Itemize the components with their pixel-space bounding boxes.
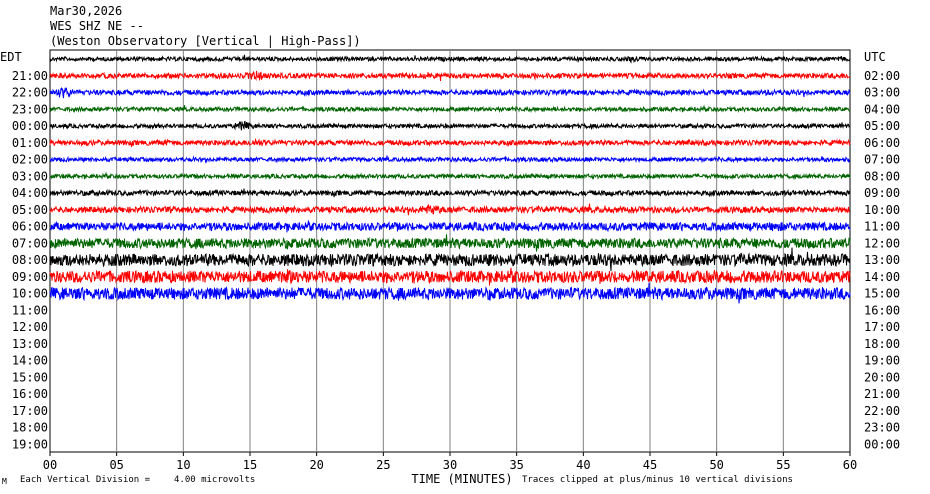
row-label-local: 22:00 [12,86,48,100]
x-tick-label: 15 [243,458,257,472]
row-label-utc: 13:00 [864,253,900,267]
trace-line [49,247,851,271]
x-tick-label: 00 [43,458,57,472]
row-label-local: 15:00 [12,370,48,384]
row-label-utc: 12:00 [864,236,900,250]
row-label-utc: 04:00 [864,102,900,116]
row-label-local: 02:00 [12,153,48,167]
trace-line [49,188,851,198]
trace-line [49,155,851,164]
row-label-local: 05:00 [12,203,48,217]
scale-label: Each Vertical Division = [20,475,151,485]
row-label-local: 01:00 [12,136,48,150]
x-axis-label: TIME (MINUTES) [411,472,512,486]
trace-line [49,220,851,233]
row-label-local: 09:00 [12,270,48,284]
date-label: Mar30,2026 [50,4,123,18]
left-timezone-label: EDT [0,50,22,64]
x-tick-label: 10 [176,458,190,472]
row-label-local: 08:00 [12,253,48,267]
row-label-local: 16:00 [12,387,48,401]
x-tick-label: 20 [309,458,323,472]
x-tick-label: 25 [376,458,390,472]
row-label-local: 14:00 [12,354,48,368]
trace-line [49,234,851,252]
row-label-utc: 02:00 [864,69,900,83]
plot-area: 00 05 10 15 20 25 30 35 40 45 50 55 60 21:00 02:00 22:0… [12,49,900,472]
trace-line [49,104,851,114]
row-label-local: 13:00 [12,337,48,351]
scale-value: 4.00 microvolts [174,475,256,485]
clip-note: Traces clipped at plus/minus 10 vertical… [522,475,793,485]
row-label-utc: 19:00 [864,354,900,368]
row-label-utc: 09:00 [864,186,900,200]
row-label-utc: 14:00 [864,270,900,284]
x-tick-label: 55 [776,458,790,472]
row-label-utc: 06:00 [864,136,900,150]
row-label-local: 03:00 [12,169,48,183]
row-label-local: 12:00 [12,320,48,334]
row-label-local: 00:00 [12,119,48,133]
row-label-utc: 16:00 [864,303,900,317]
logo-mark: M [2,477,7,486]
row-label-utc: 17:00 [864,320,900,334]
row-label-local: 21:00 [12,69,48,83]
row-label-local: 17:00 [12,404,48,418]
x-tick-label: 35 [509,458,523,472]
row-label-utc: 10:00 [864,203,900,217]
trace-line [49,87,851,99]
trace-line [49,137,851,148]
trace-line [49,54,851,64]
row-label-utc: 23:00 [864,421,900,435]
x-tick-label: 60 [843,458,857,472]
trace-line [49,203,851,216]
row-label-local: 10:00 [12,287,48,301]
x-tick-label: 30 [443,458,457,472]
row-label-utc: 08:00 [864,169,900,183]
right-timezone-label: UTC [864,50,886,64]
row-label-local: 06:00 [12,220,48,234]
station-label: WES SHZ NE -- [50,19,144,33]
row-label-local: 18:00 [12,421,48,435]
x-tick-label: 45 [643,458,657,472]
x-tick-label: 40 [576,458,590,472]
row-label-utc: 15:00 [864,287,900,301]
trace-line [49,171,851,181]
x-tick-label: 50 [709,458,723,472]
description-label: (Weston Observatory [Vertical | High-Pas… [50,34,361,48]
row-label-utc: 00:00 [864,437,900,451]
trace-line [49,120,851,131]
row-label-utc: 21:00 [864,387,900,401]
trace-line [49,282,851,304]
row-label-utc: 05:00 [864,119,900,133]
row-label-local: 11:00 [12,303,48,317]
row-label-local: 19:00 [12,437,48,451]
row-label-utc: 22:00 [864,404,900,418]
row-label-utc: 11:00 [864,220,900,234]
row-label-utc: 20:00 [864,370,900,384]
row-label-utc: 03:00 [864,86,900,100]
trace-line [49,267,851,286]
row-label-utc: 07:00 [864,153,900,167]
trace-line [49,70,851,82]
row-label-utc: 18:00 [864,337,900,351]
x-tick-label: 05 [109,458,123,472]
row-label-local: 04:00 [12,186,48,200]
row-label-local: 23:00 [12,102,48,116]
row-label-local: 07:00 [12,236,48,250]
